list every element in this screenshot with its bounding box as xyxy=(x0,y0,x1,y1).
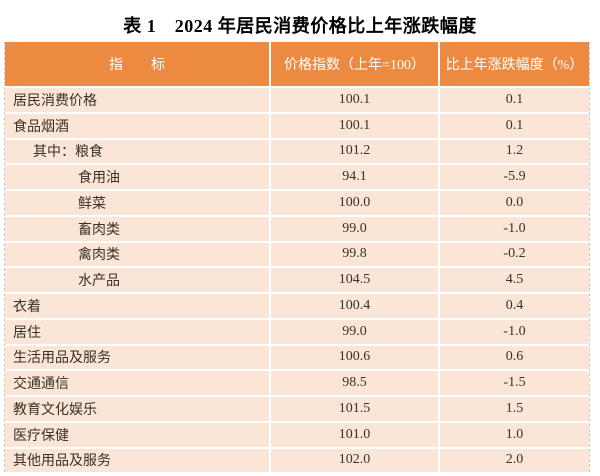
indicator-cell: 食品烟酒 xyxy=(5,113,269,138)
price-index-cell: 100.1 xyxy=(271,88,438,112)
change-pct-cell: 0.1 xyxy=(440,88,589,112)
cpi-table: 指 标 价格指数（上年=100） 比上年涨跌幅度（%） 居民消费价格 100.1… xyxy=(4,42,590,473)
table-row: 食用油 94.1 -5.9 xyxy=(5,165,589,189)
indicator-cell: 其中：粮食 xyxy=(5,139,269,164)
price-index-cell: 100.6 xyxy=(271,345,438,370)
indicator-cell: 畜肉类 xyxy=(5,216,269,241)
price-index-cell: 101.0 xyxy=(271,422,438,447)
price-index-cell: 99.0 xyxy=(271,319,438,344)
table-row: 居住 99.0 -1.0 xyxy=(5,319,589,344)
change-pct-cell: -1.0 xyxy=(440,319,589,344)
table-row: 教育文化娱乐 101.5 1.5 xyxy=(5,397,589,421)
indicator-cell: 居民消费价格 xyxy=(5,88,269,112)
table-row: 鲜菜 100.0 0.0 xyxy=(5,191,589,215)
indicator-cell: 其他用品及服务 xyxy=(5,448,269,473)
change-pct-cell: -1.0 xyxy=(440,216,589,241)
change-pct-cell: -0.2 xyxy=(440,242,589,267)
table-row: 禽肉类 99.8 -0.2 xyxy=(5,242,589,267)
indicator-cell: 居住 xyxy=(5,319,269,344)
table-title: 表 1 2024 年居民消费价格比上年涨跌幅度 xyxy=(123,16,477,36)
header-cell-indicator: 指 标 xyxy=(5,42,269,86)
indicator-cell: 鲜菜 xyxy=(5,191,269,215)
price-index-cell: 101.5 xyxy=(271,397,438,421)
change-pct-cell: -1.5 xyxy=(440,371,589,395)
header-cell-change-pct: 比上年涨跌幅度（%） xyxy=(440,42,589,86)
table-row: 交通通信 98.5 -1.5 xyxy=(5,371,589,395)
price-index-cell: 100.1 xyxy=(271,113,438,138)
indicator-cell: 水产品 xyxy=(5,268,269,292)
table-row: 畜肉类 99.0 -1.0 xyxy=(5,216,589,241)
price-index-cell: 99.8 xyxy=(271,242,438,267)
change-pct-cell: 0.1 xyxy=(440,113,589,138)
price-index-cell: 104.5 xyxy=(271,268,438,292)
table-row: 生活用品及服务 100.6 0.6 xyxy=(5,345,589,370)
table-row: 衣着 100.4 0.4 xyxy=(5,294,589,318)
price-index-cell: 98.5 xyxy=(271,371,438,395)
price-index-cell: 102.0 xyxy=(271,448,438,473)
table-header-row: 指 标 价格指数（上年=100） 比上年涨跌幅度（%） xyxy=(5,42,589,86)
table-row: 医疗保健 101.0 1.0 xyxy=(5,422,589,447)
change-pct-cell: 2.0 xyxy=(440,448,589,473)
indicator-cell: 衣着 xyxy=(5,294,269,318)
table-row: 食品烟酒 100.1 0.1 xyxy=(5,113,589,138)
price-index-cell: 94.1 xyxy=(271,165,438,189)
change-pct-cell: 0.0 xyxy=(440,191,589,215)
indicator-cell: 食用油 xyxy=(5,165,269,189)
indicator-cell: 医疗保健 xyxy=(5,422,269,447)
indicator-cell: 生活用品及服务 xyxy=(5,345,269,370)
price-index-cell: 100.4 xyxy=(271,294,438,318)
change-pct-cell: 1.0 xyxy=(440,422,589,447)
indicator-cell: 教育文化娱乐 xyxy=(5,397,269,421)
header-cell-price-index: 价格指数（上年=100） xyxy=(271,42,438,86)
change-pct-cell: 4.5 xyxy=(440,268,589,292)
table-row: 其中：粮食 101.2 1.2 xyxy=(5,139,589,164)
table-row: 其他用品及服务 102.0 2.0 xyxy=(5,448,589,473)
table-row: 水产品 104.5 4.5 xyxy=(5,268,589,292)
indicator-cell: 交通通信 xyxy=(5,371,269,395)
change-pct-cell: 0.6 xyxy=(440,345,589,370)
indicator-cell: 禽肉类 xyxy=(5,242,269,267)
price-index-cell: 101.2 xyxy=(271,139,438,164)
price-index-cell: 99.0 xyxy=(271,216,438,241)
change-pct-cell: -5.9 xyxy=(440,165,589,189)
price-index-cell: 100.0 xyxy=(271,191,438,215)
change-pct-cell: 1.2 xyxy=(440,139,589,164)
table-row: 居民消费价格 100.1 0.1 xyxy=(5,88,589,112)
table-body: 居民消费价格 100.1 0.1 食品烟酒 100.1 0.1 其中：粮食 10… xyxy=(5,88,589,473)
change-pct-cell: 0.4 xyxy=(440,294,589,318)
change-pct-cell: 1.5 xyxy=(440,397,589,421)
